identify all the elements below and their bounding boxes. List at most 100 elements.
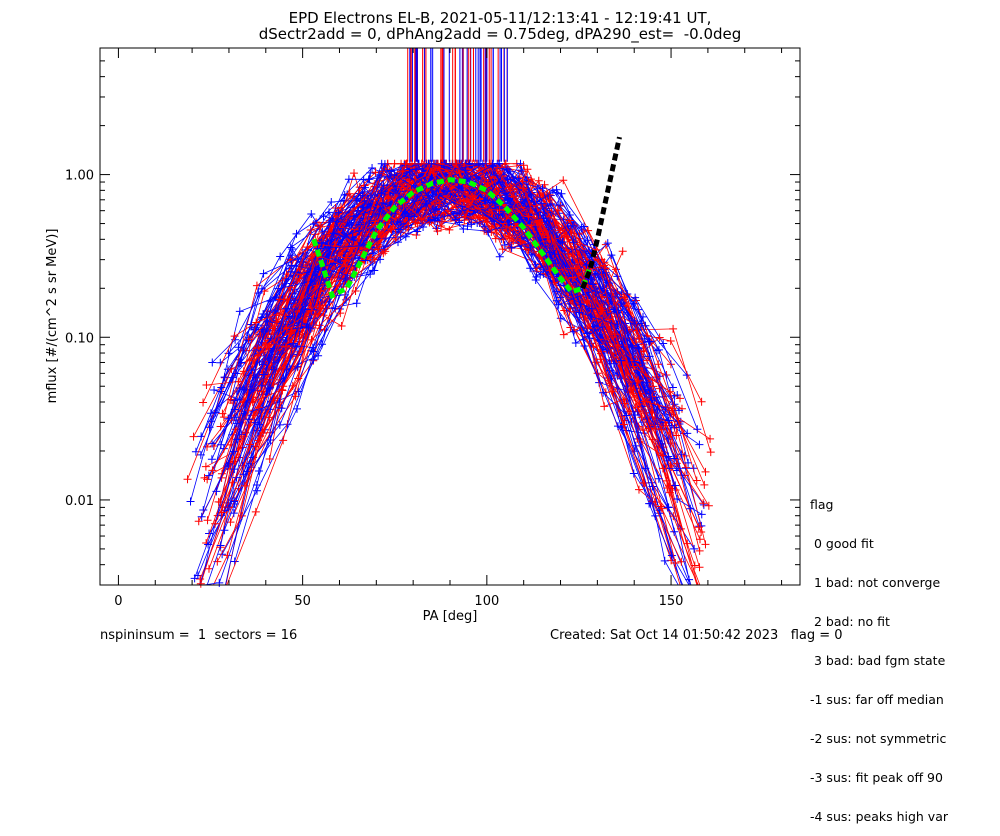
data-point [337,321,346,330]
data-point [287,261,296,270]
data-point [427,159,436,168]
data-point [316,304,325,313]
data-point [257,284,266,293]
data-point [379,181,388,190]
data-point [330,229,339,238]
data-point [497,218,506,227]
data-point [495,206,504,215]
data-point [699,500,708,509]
data-point [271,306,280,315]
legend-item: -3 sus: fit peak off 90 [810,770,943,785]
data-point [204,471,213,480]
sweep-line [211,200,680,460]
data-point [334,208,343,217]
data-point [461,166,470,175]
data-point [297,270,306,279]
data-point [199,398,208,407]
data-point [265,413,274,422]
data-point [397,183,406,192]
legend-item: -4 sus: peaks high var [810,809,949,824]
data-point [569,238,578,247]
data-point [352,299,361,308]
data-point [660,556,669,565]
data-point [379,249,388,258]
data-point [690,561,699,570]
data-point [393,218,402,227]
flag-legend: flag 0 good fit 1 bad: not converge 2 ba… [810,472,948,836]
data-point [239,369,248,378]
data-point [620,293,629,302]
data-point [622,411,631,420]
data-point [683,429,692,438]
data-point [500,241,509,250]
data-point [478,159,487,168]
data-point [526,264,535,273]
legend-item: -1 sus: far off median [810,692,944,707]
data-point [245,356,254,365]
data-point [368,164,377,173]
data-point [519,161,528,170]
data-point [572,303,581,312]
footer-created-info: Created: Sat Oct 14 01:50:42 2023 flag =… [550,628,843,643]
data-point [629,469,638,478]
data-point [309,355,318,364]
data-point [230,465,239,474]
data-point [203,475,212,484]
data-point [223,551,232,560]
footer-spin-info: nspininsum = 1 sectors = 16 [100,628,298,643]
data-point [695,563,704,572]
data-point [610,330,619,339]
data-point [527,221,536,230]
data-point [558,237,567,246]
data-point [554,201,563,210]
data-point [212,487,221,496]
data-point [487,227,496,236]
data-point [435,199,444,208]
data-point [371,168,380,177]
data-point [502,164,511,173]
legend-item: 3 bad: bad fgm state [810,653,946,668]
data-point [495,252,504,261]
data-point [675,406,684,415]
data-point [545,195,554,204]
data-point [697,510,706,519]
data-point [540,180,549,189]
data-point [208,439,217,448]
data-point [276,252,285,261]
data-point [545,248,554,257]
data-point [366,270,375,279]
data-point [377,189,386,198]
data-point [671,558,680,567]
data-point [666,429,675,438]
data-point [587,304,596,313]
data-point [231,413,240,422]
data-point [239,470,248,479]
data-point [287,326,296,335]
data-point [190,574,199,583]
data-point [290,296,299,305]
x-tick-label: 150 [659,594,684,609]
data-point [568,273,577,282]
data-point [706,434,715,443]
data-point [608,387,617,396]
data-point [265,383,274,392]
data-point [183,475,192,484]
data-point [666,387,675,396]
data-point [325,208,334,217]
data-point [704,501,713,510]
legend-title: flag [810,497,834,512]
data-point [230,405,239,414]
data-point [281,311,290,320]
data-point [252,318,261,327]
data-point [316,222,325,231]
data-point [603,239,612,248]
sweep-line [209,163,650,428]
data-point [258,360,267,369]
data-point [536,270,545,279]
data-point [461,212,470,221]
data-point [533,184,542,193]
data-point [684,458,693,467]
data-layer [183,48,715,588]
data-point [226,395,235,404]
data-point [309,347,318,356]
